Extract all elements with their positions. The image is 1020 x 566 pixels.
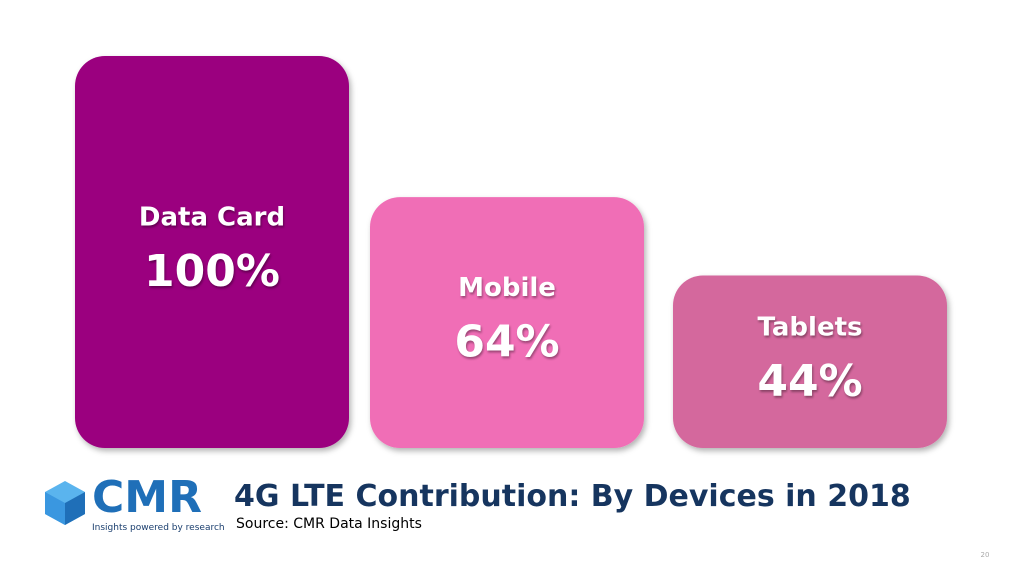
bar bbox=[75, 56, 349, 448]
chart-title: 4G LTE Contribution: By Devices in 2018 bbox=[234, 479, 911, 514]
bar bbox=[370, 197, 644, 448]
bar-category-label: Tablets bbox=[758, 312, 863, 342]
bar-value-label: 100% bbox=[144, 246, 280, 297]
bar-category-label: Mobile bbox=[458, 273, 556, 303]
bar-category-label: Data Card bbox=[139, 203, 285, 233]
bar bbox=[673, 275, 947, 448]
bar-value-label: 64% bbox=[454, 317, 559, 368]
bar-value-label: 44% bbox=[757, 356, 862, 407]
logo-icon bbox=[45, 481, 85, 525]
logo-name: CMR bbox=[92, 472, 202, 523]
page-number: 20 bbox=[981, 551, 990, 559]
logo-tagline: Insights powered by research bbox=[92, 523, 225, 533]
chart-source: Source: CMR Data Insights bbox=[236, 516, 422, 532]
